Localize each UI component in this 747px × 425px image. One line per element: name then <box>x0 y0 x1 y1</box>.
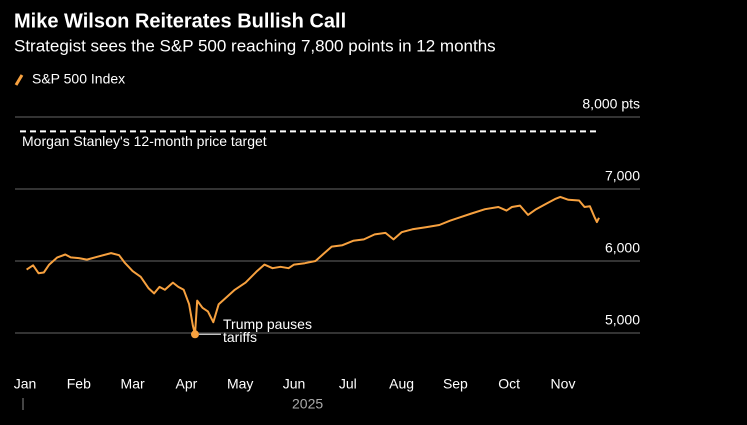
x-tick-label: Sep <box>443 376 468 392</box>
legend-label: S&P 500 Index <box>32 71 125 87</box>
x-tick-label: Aug <box>389 376 414 392</box>
target-label: Morgan Stanley's 12-month price target <box>22 133 267 149</box>
x-tick-label: Jul <box>339 376 357 392</box>
y-tick-label: 8,000 pts <box>582 96 640 112</box>
x-tick-label: Apr <box>176 376 198 392</box>
x-tick-label: Oct <box>498 376 520 392</box>
x-tick-label: Mar <box>121 376 145 392</box>
y-tick-label: 5,000 <box>605 312 640 328</box>
chart-title: Mike Wilson Reiterates Bullish Call <box>14 10 346 32</box>
x-tick-label: Jan <box>14 376 37 392</box>
y-tick-label: 6,000 <box>605 240 640 256</box>
legend-swatch <box>14 74 24 86</box>
y-tick-label: 7,000 <box>605 168 640 184</box>
x-tick-label: May <box>227 376 253 392</box>
x-tick-label: Feb <box>67 376 91 392</box>
annotation-dot <box>191 330 200 339</box>
x-axis-label: 2025 <box>292 396 323 412</box>
chart-subtitle: Strategist sees the S&P 500 reaching 7,8… <box>14 36 496 55</box>
line-series <box>26 195 600 336</box>
x-tick-label: Jun <box>283 376 306 392</box>
x-tick-label: Nov <box>551 376 576 392</box>
annotation-text: tariffs <box>223 329 257 345</box>
annotation-text: Trump pauses <box>223 316 312 332</box>
